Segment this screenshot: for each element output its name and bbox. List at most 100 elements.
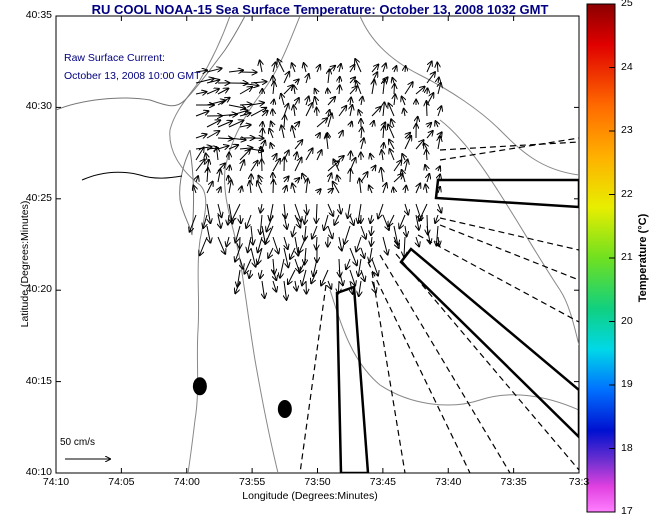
current-vector [349, 86, 357, 95]
current-vector [317, 133, 320, 138]
current-vector [207, 225, 210, 243]
buoy-2-marker [277, 400, 292, 419]
current-vector [260, 203, 262, 213]
y-axis-label: Latitude (Degrees:Minutes) [19, 200, 31, 328]
current-vector [438, 187, 440, 194]
current-vector [283, 104, 288, 117]
current-vector [328, 173, 331, 183]
current-vector [392, 78, 394, 83]
current-vector [393, 236, 399, 248]
current-vector [271, 143, 274, 150]
current-vector [294, 105, 296, 117]
current-vector [361, 97, 363, 106]
current-vector [372, 166, 376, 171]
current-vector [206, 182, 213, 194]
current-vector [273, 100, 274, 105]
current-vector [333, 182, 340, 194]
current-vector [294, 203, 301, 222]
current-vector [405, 186, 406, 194]
current-vector [328, 89, 329, 95]
current-vector [250, 103, 264, 105]
current-vector [239, 125, 251, 127]
current-vector [435, 214, 438, 223]
x-tick-label: 74:10 [42, 476, 70, 488]
current-vector [327, 225, 332, 238]
current-vector [280, 258, 285, 278]
current-vector [284, 177, 289, 183]
current-vector [228, 110, 248, 117]
current-vector [237, 269, 240, 287]
current-vector [371, 107, 381, 117]
current-vector [273, 280, 276, 292]
current-vector [317, 108, 318, 117]
current-vector [359, 280, 361, 296]
current-vector [371, 236, 372, 246]
current-vector [350, 214, 354, 225]
current-vector [217, 236, 225, 254]
current-vector [193, 186, 196, 194]
current-vectors [190, 59, 442, 300]
current-vector [232, 203, 241, 221]
current-vector [371, 225, 372, 235]
radar-ray [439, 224, 579, 281]
current-vector [313, 258, 318, 276]
current-vector [292, 63, 295, 73]
current-vector [311, 269, 318, 283]
current-vector [299, 258, 307, 273]
current-vector [339, 203, 341, 214]
current-vector [268, 247, 274, 258]
colorbar-tick-label: 24 [621, 60, 633, 73]
x-tick-label: 73:55 [238, 476, 266, 488]
current-vector [249, 269, 251, 278]
current-vector [206, 203, 210, 223]
current-vector [405, 66, 406, 73]
current-vector [337, 175, 339, 183]
current-vector [304, 63, 306, 73]
current-vector [426, 131, 433, 139]
current-vector [292, 184, 295, 194]
current-vector [370, 214, 372, 223]
current-vector [302, 269, 307, 285]
current-vector [424, 144, 427, 150]
current-vector [438, 83, 441, 95]
current-vector [381, 168, 383, 183]
current-vector [359, 110, 362, 117]
current-vector [273, 154, 277, 161]
current-vector [438, 106, 441, 117]
current-vector [294, 158, 302, 172]
current-vector [251, 225, 253, 245]
map-layer [56, 16, 579, 473]
current-vector [250, 247, 256, 267]
current-vector [273, 269, 276, 280]
current-vector [295, 236, 298, 256]
current-vector [438, 236, 439, 246]
current-vector [338, 106, 346, 117]
current-vector [427, 174, 429, 183]
current-vector [305, 225, 307, 240]
current-vector [339, 85, 340, 95]
current-vector [295, 152, 297, 161]
mid-contour [359, 16, 579, 176]
current-vector [292, 225, 295, 236]
current-vector [312, 225, 318, 239]
current-vector [284, 280, 287, 300]
current-vector [425, 184, 427, 194]
current-vector [394, 66, 396, 73]
current-vector [316, 236, 317, 249]
current-vector [240, 214, 241, 223]
current-vector [316, 118, 327, 128]
y-tick-label: 40:10 [25, 466, 52, 478]
current-vector [328, 69, 330, 84]
current-vector [257, 181, 263, 194]
current-vector [328, 189, 333, 194]
current-vector [292, 126, 295, 139]
current-vector [326, 134, 328, 150]
current-vector [261, 147, 262, 161]
current-vector [218, 170, 220, 183]
current-vector [321, 269, 329, 285]
current-vector [206, 68, 222, 73]
current-vector [228, 138, 246, 140]
current-vector [269, 129, 273, 139]
current-vector [250, 161, 258, 172]
current-vector [218, 214, 221, 228]
